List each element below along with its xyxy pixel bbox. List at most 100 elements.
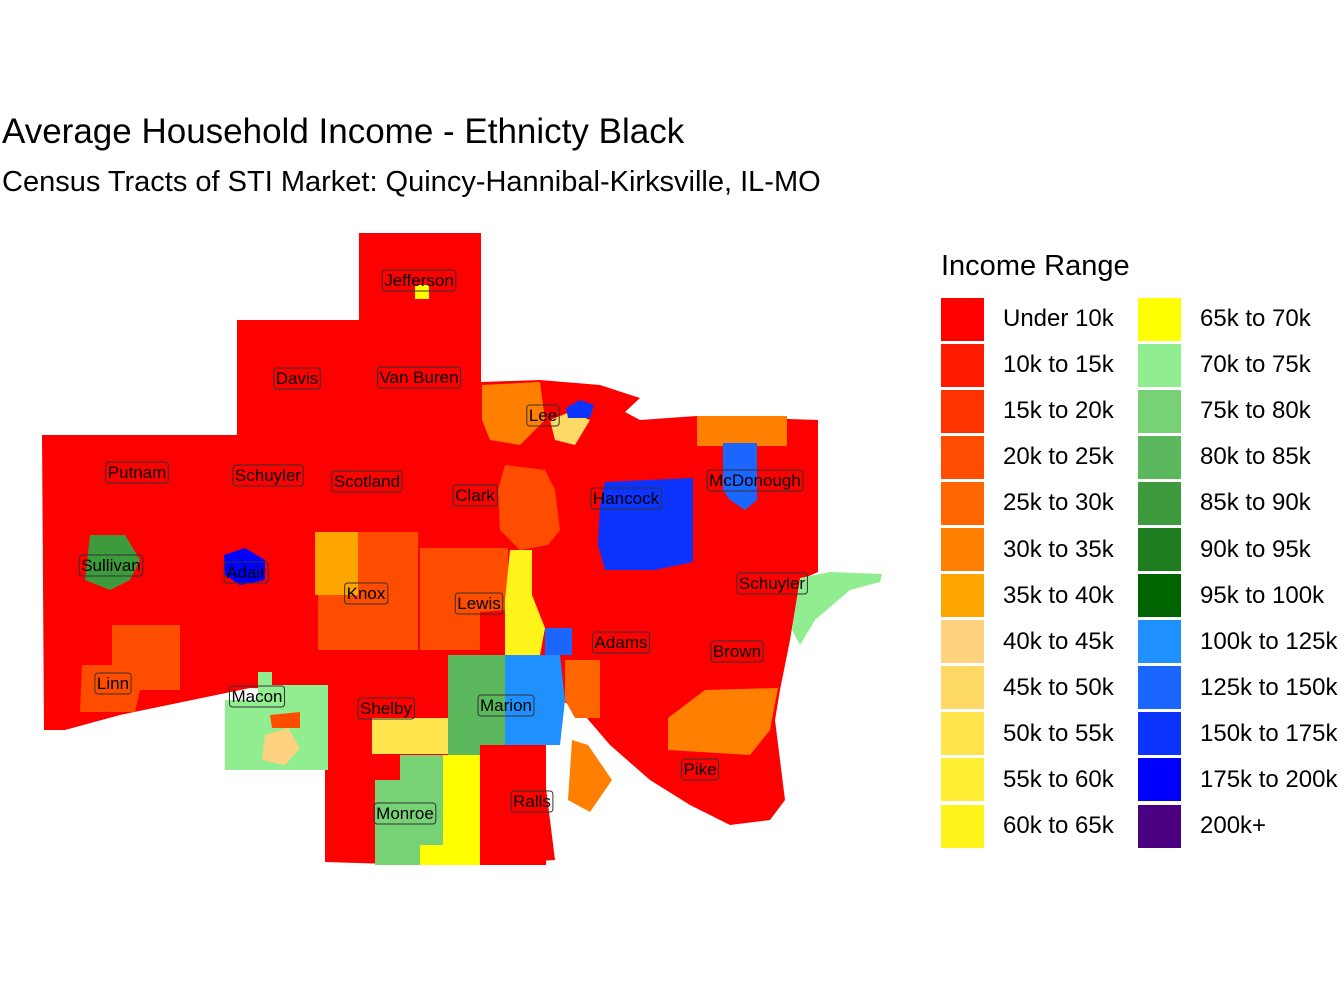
legend-label: 125k to 150k <box>1200 673 1338 701</box>
legend-item: 175k to 200k <box>1138 757 1338 803</box>
legend-item: 70k to 75k <box>1138 342 1335 388</box>
tract-schuyler-il-green <box>792 572 882 645</box>
county-label-box <box>273 367 321 390</box>
legend-item: 65k to 70k <box>1138 296 1335 342</box>
tract-south-orange <box>568 740 612 812</box>
county-label: Brown <box>710 640 764 663</box>
census-tract-map: Jefferson Davis Van Buren Lee Putnam Schuyler… <box>42 233 882 865</box>
tract-linn-orange <box>80 625 180 712</box>
county-label-box <box>680 758 720 781</box>
tract-pike-orange <box>668 688 778 755</box>
legend-item: 150k to 175k <box>1138 711 1337 757</box>
tract-ralls <box>482 745 546 865</box>
tract-marion-green <box>448 655 505 755</box>
legend-item: 15k to 20k <box>941 388 1138 434</box>
legend-item: 55k to 60k <box>941 757 1138 803</box>
tract-shelby-yellow <box>372 718 448 754</box>
county-label-box <box>223 561 269 584</box>
county-label-box <box>526 404 560 427</box>
county-label-text: Putnam <box>108 463 167 482</box>
legend-swatch <box>1138 389 1181 433</box>
county-label-text: Knox <box>347 584 386 603</box>
county-label-box <box>105 461 169 484</box>
legend-item: 40k to 45k <box>941 619 1138 665</box>
map-subtitle: Census Tracts of STI Market: Quincy-Hann… <box>2 166 821 198</box>
legend-label: 175k to 200k <box>1200 765 1338 793</box>
legend-swatch <box>1138 666 1181 710</box>
legend-swatch <box>941 389 984 433</box>
legend-item: Under 10k <box>941 296 1138 342</box>
legend-label: 65k to 70k <box>1200 305 1311 333</box>
tract-macon-tan <box>262 728 300 765</box>
county-label: Ralls <box>510 790 554 813</box>
county-label: Clark <box>452 484 498 507</box>
county-label-text: Adams <box>595 633 648 652</box>
legend-label: 200k+ <box>1200 812 1267 840</box>
legend-item: 95k to 100k <box>1138 573 1335 619</box>
legend-label: Under 10k <box>1003 305 1114 333</box>
legend-label: 70k to 75k <box>1200 351 1311 379</box>
tract-adams-orange <box>565 660 600 718</box>
county-label-text: Marion <box>480 696 532 715</box>
legend-label: 35k to 40k <box>1003 581 1114 609</box>
legend-label: 95k to 100k <box>1200 581 1325 609</box>
legend-swatch <box>941 435 984 479</box>
county-label-text: Schuyler <box>235 466 301 485</box>
legend-item: 90k to 95k <box>1138 526 1335 572</box>
legend-label: 45k to 50k <box>1003 673 1114 701</box>
legend-swatch <box>941 528 984 572</box>
county-label-box <box>710 640 764 663</box>
county-label-text: Macon <box>231 687 282 706</box>
county-label: Monroe <box>373 802 437 825</box>
tract-monroe-yellow <box>420 755 480 865</box>
legend-item: 50k to 55k <box>941 711 1138 757</box>
legend-item: 100k to 125k <box>1138 619 1337 665</box>
county-label-box <box>373 802 437 825</box>
county-label-box <box>454 592 504 615</box>
legend-label: 55k to 60k <box>1003 765 1114 793</box>
tract-lewis-yellow <box>505 550 545 655</box>
tract-knox-amber <box>315 532 358 595</box>
county-label: Putnam <box>105 461 169 484</box>
legend-item: 30k to 35k <box>941 526 1138 572</box>
tract-lee-south <box>550 412 590 445</box>
legend-swatch <box>1138 712 1181 756</box>
legend-item: 10k to 15k <box>941 342 1138 388</box>
county-label-box <box>381 269 457 292</box>
legend-label: 85k to 90k <box>1200 489 1311 517</box>
county-label: Shelby <box>357 697 415 720</box>
county-label: Linn <box>94 672 132 695</box>
legend-swatch <box>941 297 984 341</box>
map-title: Average Household Income - Ethnicty Blac… <box>2 112 685 151</box>
county-label-box <box>357 697 415 720</box>
legend-swatch <box>1138 528 1181 572</box>
legend-item: 25k to 30k <box>941 480 1138 526</box>
legend-item: 125k to 150k <box>1138 665 1338 711</box>
legend-label: 60k to 65k <box>1003 812 1114 840</box>
legend-swatch <box>1138 804 1181 848</box>
county-label: Lewis <box>454 592 504 615</box>
county-label-box <box>590 487 663 510</box>
legend-item: 75k to 80k <box>1138 388 1335 434</box>
county-label-box <box>477 694 535 717</box>
county-label-text: Sullivan <box>81 556 141 575</box>
legend-swatch <box>1138 574 1181 618</box>
tract-mcdonough-orange <box>697 416 787 446</box>
county-label-text: Lee <box>529 406 557 425</box>
county-label-text: Clark <box>455 486 495 505</box>
county-label-text: Jefferson <box>384 271 454 290</box>
legend-label: 10k to 15k <box>1003 351 1114 379</box>
county-label-box <box>376 366 462 389</box>
legend-swatch <box>1138 481 1181 525</box>
county-label-text: Adair <box>226 563 266 582</box>
legend-item: 45k to 50k <box>941 665 1138 711</box>
county-label: Sullivan <box>78 554 144 577</box>
county-label-text: Brown <box>713 642 761 661</box>
county-label-box <box>232 464 304 487</box>
tract-adams-blue <box>545 628 572 655</box>
county-label-text: Hancock <box>593 489 660 508</box>
tract-lee-blue <box>566 400 594 418</box>
county-label-box <box>78 554 144 577</box>
county-label-box <box>228 685 286 708</box>
county-label-box <box>510 790 554 813</box>
